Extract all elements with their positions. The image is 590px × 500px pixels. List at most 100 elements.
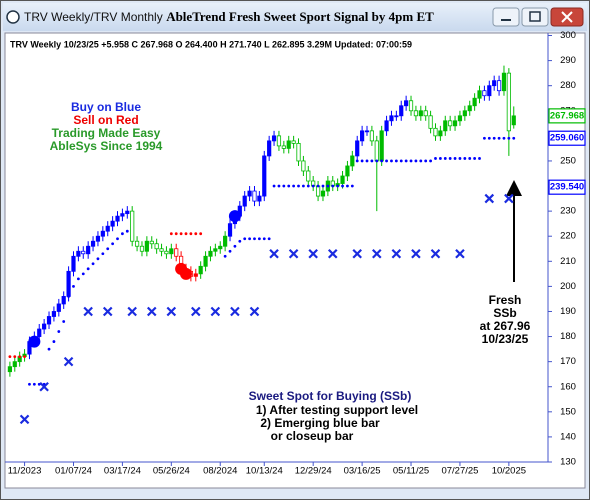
stop-dot <box>360 159 364 163</box>
x-marker <box>430 248 441 259</box>
candle-body <box>457 115 463 122</box>
stop-dot <box>463 157 467 160</box>
y-tick-label: 300 <box>560 30 576 41</box>
stop-dot <box>355 159 359 163</box>
stop-dot <box>47 347 51 351</box>
candle-body <box>296 142 301 162</box>
candle-body <box>247 190 252 197</box>
stop-dot <box>390 159 393 163</box>
stop-dot <box>253 237 256 241</box>
stop-dot <box>52 340 56 343</box>
stop-dot <box>23 355 26 359</box>
stop-dot <box>174 232 178 236</box>
stop-dot <box>125 229 129 233</box>
candle-body <box>487 85 492 97</box>
maximize-button[interactable] <box>521 7 549 27</box>
x-tick-label: 05/26/24 <box>153 466 190 477</box>
x-marker <box>484 193 495 204</box>
stop-dot <box>169 232 173 236</box>
x-marker <box>288 248 299 259</box>
y-tick-label: 140 <box>560 431 576 442</box>
candle-body <box>408 100 414 112</box>
candle-body <box>37 328 42 337</box>
x-tick-label: 11/2023 <box>8 466 42 477</box>
stop-dot <box>370 159 374 163</box>
candle-body <box>428 115 433 129</box>
x-marker <box>455 248 465 259</box>
candle-body <box>291 140 296 144</box>
stop-dot <box>96 257 100 261</box>
x-marker <box>269 248 279 259</box>
candle-body <box>149 240 154 245</box>
price-tag-label: 239.540 <box>550 182 584 193</box>
signal-dot <box>28 335 41 348</box>
y-tick-label: 170 <box>560 356 576 367</box>
x-tick-label: 03/17/24 <box>104 466 141 477</box>
note: or closeup bar <box>271 429 354 443</box>
stop-dot <box>409 159 413 163</box>
candle-body <box>506 72 511 132</box>
note: Trading Made Easy <box>52 126 161 140</box>
candle-body <box>281 145 286 149</box>
candle-body <box>320 190 326 197</box>
y-tick-label: 220 <box>560 231 576 242</box>
candle-body <box>51 311 57 317</box>
stop-dot <box>277 184 281 188</box>
candle-body <box>399 105 404 117</box>
x-tick-label: 05/11/25 <box>393 466 429 477</box>
candle-body <box>120 213 125 217</box>
candle-body <box>477 90 482 99</box>
candle-body <box>423 110 428 117</box>
stop-dot <box>419 159 423 163</box>
y-tick-label: 180 <box>560 331 576 342</box>
candle-body <box>374 140 379 162</box>
candle-body <box>306 170 311 182</box>
x-marker <box>411 248 421 259</box>
stop-dot <box>91 262 95 266</box>
window-title: TRV Weekly/TRV Monthly <box>24 10 163 24</box>
candle-body <box>223 235 228 247</box>
candle-body <box>404 100 409 107</box>
x-marker <box>391 248 402 259</box>
callout: at 267.96 <box>480 319 531 333</box>
stop-dot <box>32 382 36 386</box>
stop-dot <box>326 184 330 188</box>
candle-body <box>379 130 384 162</box>
stop-dot <box>502 136 506 140</box>
x-marker <box>83 306 93 317</box>
x-tick-label: 12/29/24 <box>295 466 332 477</box>
note: AbleSys Since 1994 <box>50 139 163 153</box>
stop-dot <box>8 355 12 359</box>
chart-panel <box>4 32 586 489</box>
minimize-button[interactable] <box>492 7 520 27</box>
candle-body <box>271 135 277 142</box>
callout: Fresh <box>489 293 522 307</box>
stop-dot <box>311 184 315 188</box>
candle-body <box>467 105 472 112</box>
candle-body <box>174 248 179 257</box>
stop-dot <box>282 184 286 188</box>
stop-dot <box>365 159 369 163</box>
stop-dot <box>184 232 188 236</box>
stop-dot <box>497 136 501 140</box>
close-icon <box>561 11 573 23</box>
candle-body <box>86 245 91 255</box>
candle-body <box>227 223 233 237</box>
candle-body <box>276 135 282 147</box>
candle-body <box>71 255 76 272</box>
candle-body <box>139 245 145 252</box>
candle-body <box>46 316 52 325</box>
candle-body <box>340 175 345 184</box>
stop-dot <box>189 232 193 236</box>
stop-dot <box>72 284 75 288</box>
stop-dot <box>199 232 203 236</box>
y-tick-label: 290 <box>560 55 576 66</box>
stop-dot <box>404 159 408 163</box>
x-marker <box>308 248 318 259</box>
candle-body <box>496 80 502 92</box>
y-tick-label: 130 <box>560 457 576 468</box>
candle-body <box>198 265 203 275</box>
stop-dot <box>448 157 452 160</box>
price-tag <box>548 179 586 195</box>
